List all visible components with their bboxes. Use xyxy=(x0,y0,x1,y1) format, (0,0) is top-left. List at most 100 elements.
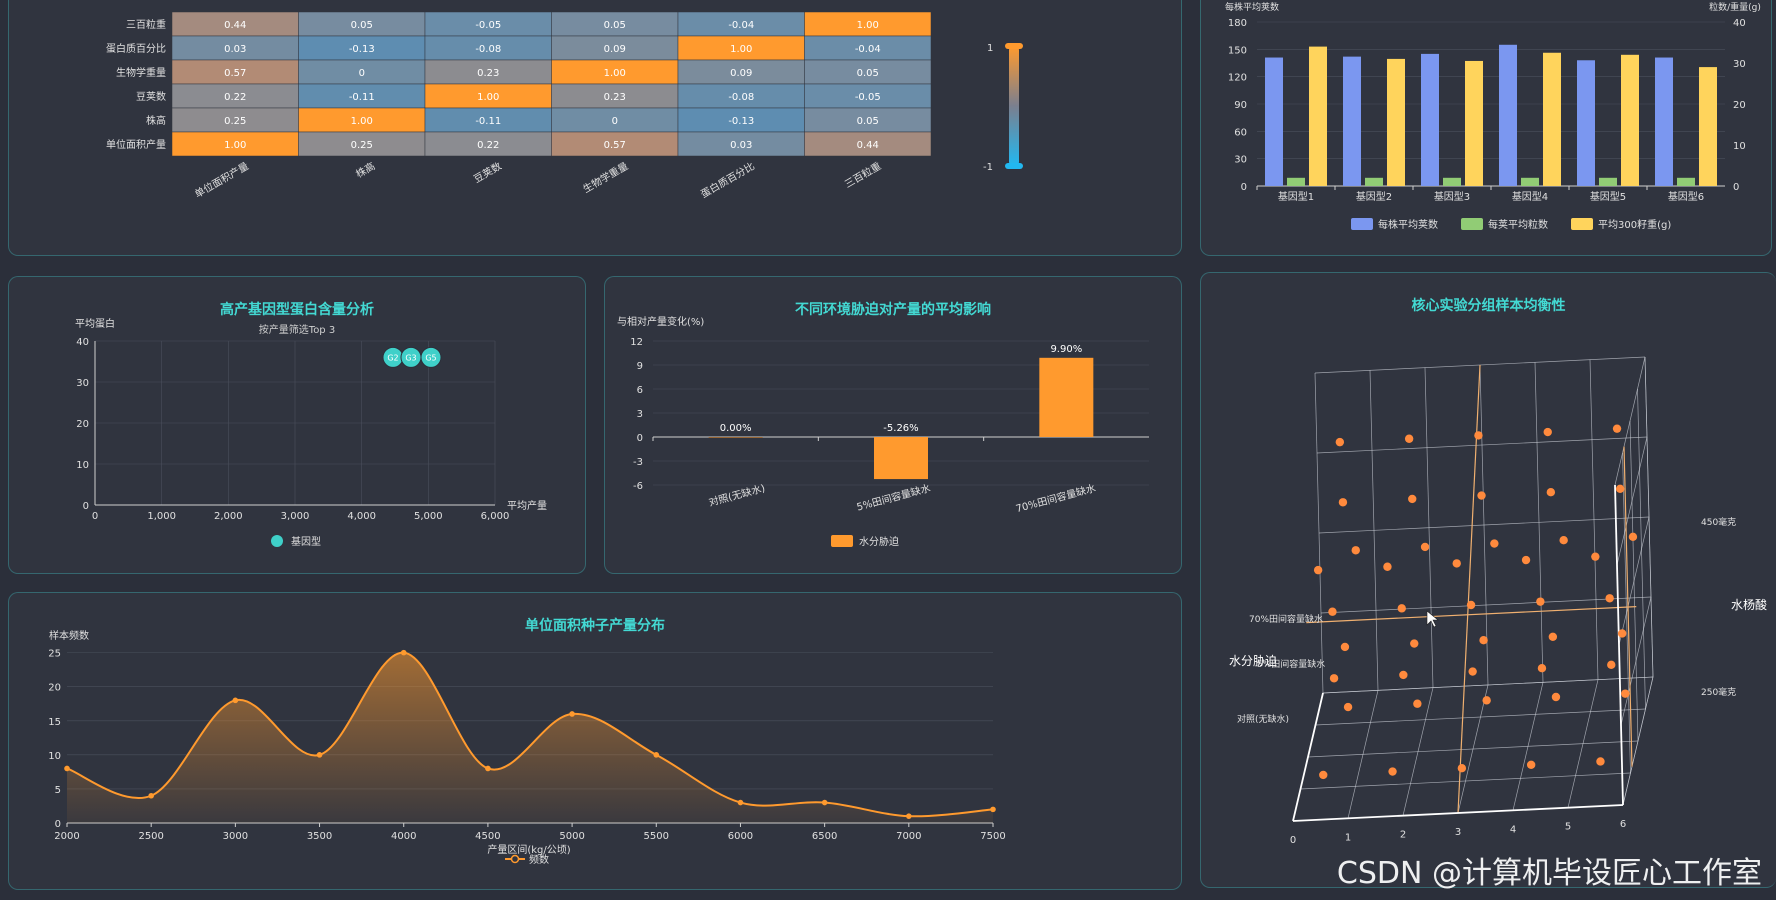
legend-label[interactable]: 基因型 xyxy=(291,535,321,548)
bar-3[interactable] xyxy=(1621,54,1639,186)
legend-label[interactable]: 平均300籽重(g) xyxy=(1598,218,1671,231)
scatter3d-point[interactable] xyxy=(1543,427,1552,437)
data-point[interactable] xyxy=(485,765,491,772)
data-point[interactable] xyxy=(821,799,828,806)
heatmap-cell[interactable] xyxy=(298,83,426,109)
heatmap-cell[interactable] xyxy=(298,35,426,61)
scatter3d-point[interactable] xyxy=(1490,539,1499,548)
scatter3d-point[interactable] xyxy=(1313,565,1323,575)
bar-3[interactable] xyxy=(1699,67,1717,186)
scatter3d-point[interactable] xyxy=(1474,431,1483,440)
heatmap-cell[interactable] xyxy=(677,59,805,85)
scatter3d-point[interactable] xyxy=(1551,692,1561,702)
heatmap-cell[interactable] xyxy=(677,107,805,133)
heatmap-cell[interactable] xyxy=(424,107,552,133)
scatter3d-point[interactable] xyxy=(1596,757,1605,766)
scatter3d-point[interactable] xyxy=(1404,434,1414,443)
bar-2[interactable] xyxy=(1443,177,1461,186)
data-point[interactable] xyxy=(232,697,239,704)
heatmap-cell[interactable] xyxy=(804,107,932,133)
scatter3d-point[interactable] xyxy=(1452,559,1461,568)
scatter3d-point[interactable] xyxy=(1615,484,1625,494)
heatmap-cell[interactable] xyxy=(551,107,679,133)
yield-distribution-chart[interactable]: 样本频数 0 5 10 15 20 25 2000 2500 3000 3500 4000 4500 50… xyxy=(9,593,1181,889)
data-point[interactable] xyxy=(990,806,996,813)
heatmap-cell[interactable] xyxy=(171,107,299,133)
heatmap-cell[interactable] xyxy=(171,59,299,85)
scatter3d-point[interactable] xyxy=(1548,632,1558,642)
bar-2[interactable] xyxy=(1521,177,1539,186)
scatter3d-point[interactable] xyxy=(1628,532,1638,542)
legend-marker[interactable] xyxy=(510,854,520,864)
correlation-heatmap[interactable]: 三百粒重 0.44 0.05 -0.05 0.05 -0.04 1.00 蛋白质百分比 0.03… xyxy=(9,0,1181,254)
scatter3d-point[interactable] xyxy=(1482,696,1491,705)
bar-1[interactable] xyxy=(1499,44,1517,187)
scatter3d-point[interactable] xyxy=(1413,699,1422,708)
data-point[interactable] xyxy=(906,813,912,819)
heatmap-cell[interactable] xyxy=(424,11,552,37)
scatter3d-point[interactable] xyxy=(1383,562,1392,571)
scatter3d-point[interactable] xyxy=(1591,552,1600,561)
heatmap-cell[interactable] xyxy=(551,131,679,157)
scatter3d-point[interactable] xyxy=(1617,629,1627,638)
legend-label[interactable]: 每株平均荚数 xyxy=(1378,218,1438,231)
heatmap-cell[interactable] xyxy=(804,59,932,85)
scatter3d-point[interactable] xyxy=(1521,555,1531,565)
scatter3d-point[interactable] xyxy=(1607,660,1616,670)
bar-3[interactable] xyxy=(1543,52,1561,186)
bar-2[interactable] xyxy=(1287,177,1305,186)
data-point[interactable] xyxy=(64,765,70,772)
heatmap-cell[interactable] xyxy=(804,83,932,109)
env-bar[interactable] xyxy=(874,437,928,480)
data-point[interactable] xyxy=(400,649,407,656)
bar-1[interactable] xyxy=(1421,53,1439,187)
data-point[interactable] xyxy=(569,711,575,717)
scatter3d-point[interactable] xyxy=(1399,670,1408,680)
scale-handle-top[interactable] xyxy=(1005,43,1023,49)
heatmap-cell[interactable] xyxy=(171,11,299,37)
heatmap-cell[interactable] xyxy=(298,59,426,85)
heatmap-cell[interactable] xyxy=(804,11,932,37)
legend-label[interactable]: 频数 xyxy=(529,853,549,866)
data-point[interactable] xyxy=(737,799,744,806)
genotype-bar-chart[interactable]: 0 30 60 90 120 150 180 0 10 20 30 40 每株平均荚数 粒数/重量(g) 基… xyxy=(1201,0,1771,254)
legend-swatch[interactable] xyxy=(1571,218,1593,230)
legend-label[interactable]: 水分胁迫 xyxy=(859,535,899,548)
bar-1[interactable] xyxy=(1655,57,1673,187)
bar-1[interactable] xyxy=(1577,60,1595,187)
scatter3d-point[interactable] xyxy=(1612,424,1622,433)
scatter3d-point[interactable] xyxy=(1621,689,1630,698)
bar-1[interactable] xyxy=(1265,57,1283,187)
scatter3d-point[interactable] xyxy=(1338,498,1348,507)
bar-2[interactable] xyxy=(1677,177,1695,186)
env-bar[interactable] xyxy=(708,437,763,438)
scatter3d-point[interactable] xyxy=(1537,664,1547,673)
scatter3d-point[interactable] xyxy=(1477,491,1486,500)
legend-label[interactable]: 每荚平均粒数 xyxy=(1488,218,1548,231)
scatter3d-point[interactable] xyxy=(1319,770,1328,780)
scatter-point[interactable] xyxy=(420,346,442,368)
heatmap-cell[interactable] xyxy=(298,11,426,37)
env-bar[interactable] xyxy=(1039,357,1094,437)
scatter3d-point[interactable] xyxy=(1420,542,1430,552)
heatmap-cell[interactable] xyxy=(551,83,679,109)
scatter3d-point[interactable] xyxy=(1410,639,1419,648)
scatter3d-point[interactable] xyxy=(1329,674,1339,683)
bar-2[interactable] xyxy=(1599,177,1617,186)
scatter3d-point[interactable] xyxy=(1457,764,1467,773)
scatter3d-point[interactable] xyxy=(1468,667,1477,676)
heatmap-cell[interactable] xyxy=(804,35,932,61)
bar-1[interactable] xyxy=(1343,56,1361,186)
scatter3d-point[interactable] xyxy=(1351,546,1360,555)
scatter3d-point[interactable] xyxy=(1335,437,1345,447)
scatter3d-point[interactable] xyxy=(1526,760,1536,770)
scatter3d-point[interactable] xyxy=(1559,536,1568,545)
scatter3d-point[interactable] xyxy=(1340,642,1350,652)
legend-swatch[interactable] xyxy=(271,535,283,547)
data-point[interactable] xyxy=(653,752,660,758)
scatter3d-point[interactable] xyxy=(1605,594,1614,603)
heatmap-cell[interactable] xyxy=(551,59,679,85)
heatmap-cell[interactable] xyxy=(551,11,679,37)
